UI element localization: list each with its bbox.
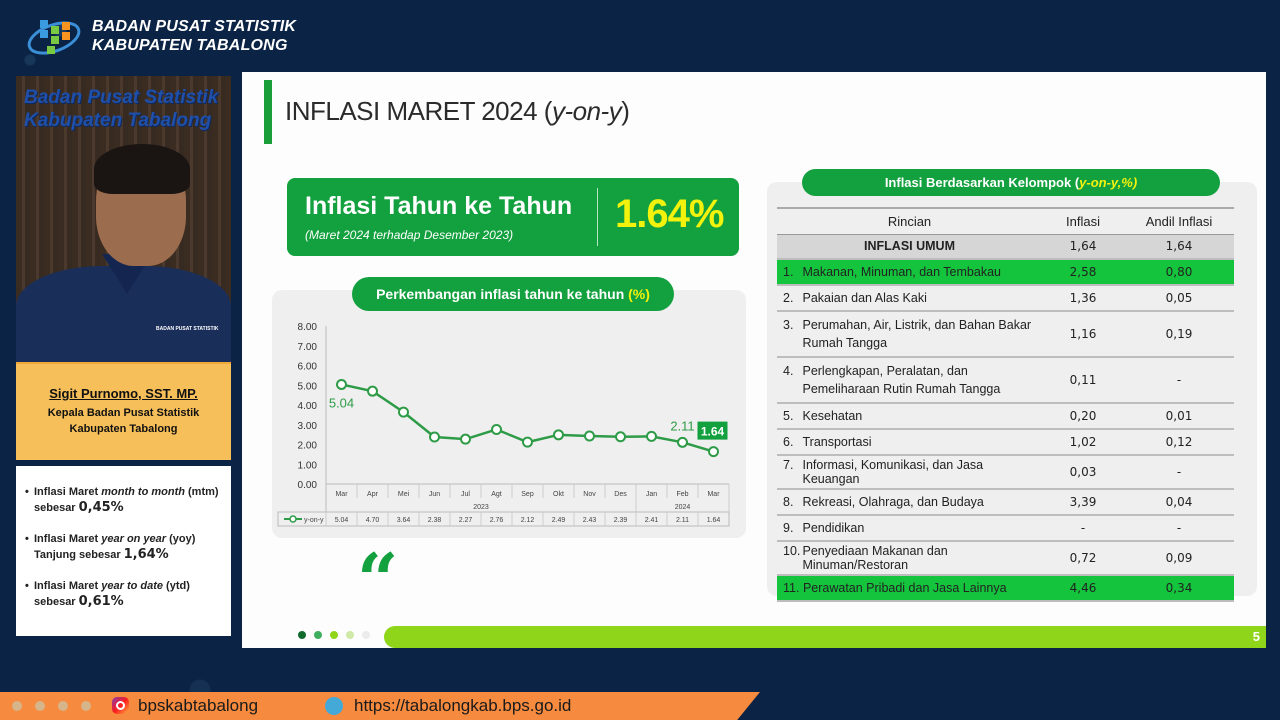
svg-text:2024: 2024 [675,504,691,511]
svg-text:2.11: 2.11 [676,517,689,524]
chart-title: Perkembangan inflasi tahun ke tahun (%) [352,277,674,311]
speaker-panel: Badan Pusat Statistik Kabupaten Tabalong… [16,76,231,636]
table-row: 10. Penyediaan Makanan dan Minuman/Resto… [777,541,1234,576]
svg-text:Feb: Feb [676,491,688,498]
svg-text:0.00: 0.00 [298,480,318,491]
table-row: 7. Informasi, Komunikasi, dan Jasa Keuan… [777,455,1234,490]
svg-text:5.04: 5.04 [329,395,354,410]
table-row: 4. Perlengkapan, Peralatan, dan Pemeliha… [777,357,1234,404]
page-number: 5 [1252,629,1260,644]
svg-text:4.70: 4.70 [366,517,380,524]
table-row: 1. Makanan, Minuman, dan Tembakau 2,58 0,8… [777,259,1234,286]
kpi-yoy-card: Inflasi Tahun ke Tahun (Maret 2024 terha… [287,178,739,256]
svg-text:2.43: 2.43 [583,517,597,524]
website-link[interactable]: https://tabalongkab.bps.go.id [354,696,572,715]
table-row-umum: INFLASI UMUM 1,64 1,64 [777,234,1234,260]
globe-icon [325,697,343,715]
kpi-value: 1.64% [615,192,724,236]
instagram-handle[interactable]: bpskabtabalong [138,696,259,715]
presentation-slide: INFLASI MARET 2024 (y-on-y) Inflasi Tahu… [242,72,1266,648]
wall-sign: Badan Pusat Statistik Kabupaten Tabalong [24,87,219,131]
svg-text:2.38: 2.38 [428,517,442,524]
kpi-label: Inflasi Tahun ke Tahun [305,192,573,220]
slide-progress-dots [298,631,370,639]
col-rincian: Rincian [777,207,1042,235]
table-row: 8. Rekreasi, Olahraga, dan Budaya 3,39 0,0… [777,489,1234,516]
slide-title: INFLASI MARET 2024 (y-on-y) [285,96,630,126]
svg-text:Jan: Jan [646,491,657,498]
svg-text:2023: 2023 [473,504,489,511]
svg-text:Okt: Okt [553,491,564,498]
svg-text:2.76: 2.76 [490,517,504,524]
svg-text:3.64: 3.64 [397,517,411,524]
kpi-subtitle: (Maret 2024 terhadap Desember 2023) [305,228,514,242]
svg-text:3.00: 3.00 [298,421,318,432]
summary-yoy: Inflasi Maret year on year (yoy) Tanjung… [25,531,225,563]
svg-text:1.00: 1.00 [298,460,318,471]
svg-text:2.39: 2.39 [614,517,628,524]
svg-text:Mar: Mar [707,491,720,498]
footer-bar: bpskabtabalong https://tabalongkab.bps.g… [0,692,760,720]
progress-dot [346,631,354,639]
progress-dot [330,631,338,639]
table-row: 3. Perumahan, Air, Listrik, dan Bahan Ba… [777,311,1234,358]
shirt-logo: BADAN PUSAT STATISTIK [156,326,219,332]
speaker-name-card: Sigit Purnomo, SST. MP. Kepala Badan Pus… [16,362,231,460]
svg-text:Jul: Jul [461,491,470,498]
summary-ytd: Inflasi Maret year to date (ytd) sebesar… [25,578,225,610]
svg-text:Nov: Nov [583,491,596,498]
col-inflasi: Inflasi [1042,207,1124,235]
speaker-title-line1: Kepala Badan Pusat Statistik [47,407,200,419]
table-row: 6. Transportasi 1,02 0,12 [777,429,1234,456]
svg-text:1.64: 1.64 [701,425,725,439]
svg-text:4.00: 4.00 [298,401,318,412]
table-row: 2. Pakaian dan Alas Kaki 1,36 0,05 [777,285,1234,312]
progress-dot [314,631,322,639]
brand-header: BADAN PUSAT STATISTIK KABUPATEN TABALONG [26,12,296,60]
inflation-by-group-table: Rincian Inflasi Andil Inflasi INFLASI UM… [777,207,1234,602]
org-name-line2: KABUPATEN TABALONG [92,37,288,54]
svg-text:2.00: 2.00 [298,441,318,452]
svg-text:y-on-y: y-on-y [304,517,324,524]
svg-text:2.49: 2.49 [552,517,566,524]
svg-text:Mar: Mar [335,491,348,498]
speaker-title-line2: Kabupaten Tabalong [69,423,178,435]
table-row: 11. Perawatan Pribadi dan Jasa Lainnya 4,… [777,575,1234,602]
svg-text:Mei: Mei [398,491,410,498]
org-name-line1: BADAN PUSAT STATISTIK [92,18,297,35]
yoy-line-chart: 8.00 7.00 6.00 5.00 4.00 3.00 2.00 1.00 0.00 Mar A… [277,322,730,527]
table-row: 9. Pendidikan - - [777,515,1234,542]
title-accent-bar [264,80,272,144]
bps-logo-icon [27,20,81,55]
svg-text:8.00: 8.00 [298,322,318,333]
svg-text:2.11: 2.11 [670,418,694,433]
svg-text:Apr: Apr [367,491,379,498]
svg-text:Des: Des [614,491,627,498]
table-title: Inflasi Berdasarkan Kelompok (y-on-y,%) [802,169,1220,196]
svg-text:Sep: Sep [521,491,534,498]
svg-text:Jun: Jun [429,491,440,498]
inflation-summary: Inflasi Maret month to month (mtm) sebes… [16,466,231,636]
table-row: 5. Kesehatan 0,20 0,01 [777,403,1234,430]
svg-text:7.00: 7.00 [298,342,318,353]
svg-text:5.04: 5.04 [335,517,349,524]
svg-text:2.27: 2.27 [459,517,473,524]
col-andil: Andil Inflasi [1124,207,1234,235]
svg-text:2.41: 2.41 [645,517,659,524]
progress-dot [362,631,370,639]
svg-text:2.12: 2.12 [521,517,535,524]
svg-text:6.00: 6.00 [298,362,318,373]
progress-dot [298,631,306,639]
speaker-video: Badan Pusat Statistik Kabupaten Tabalong… [16,76,231,362]
svg-text:5.00: 5.00 [298,381,318,392]
quote-icon: “ [357,537,399,622]
svg-text:Agt: Agt [491,491,502,498]
svg-text:1.64: 1.64 [707,517,721,524]
summary-mtm: Inflasi Maret month to month (mtm) sebes… [25,484,225,516]
instagram-icon [112,697,129,714]
speaker-name: Sigit Purnomo, SST. MP. [49,386,198,401]
slide-progress-bar: 5 [384,626,1266,648]
